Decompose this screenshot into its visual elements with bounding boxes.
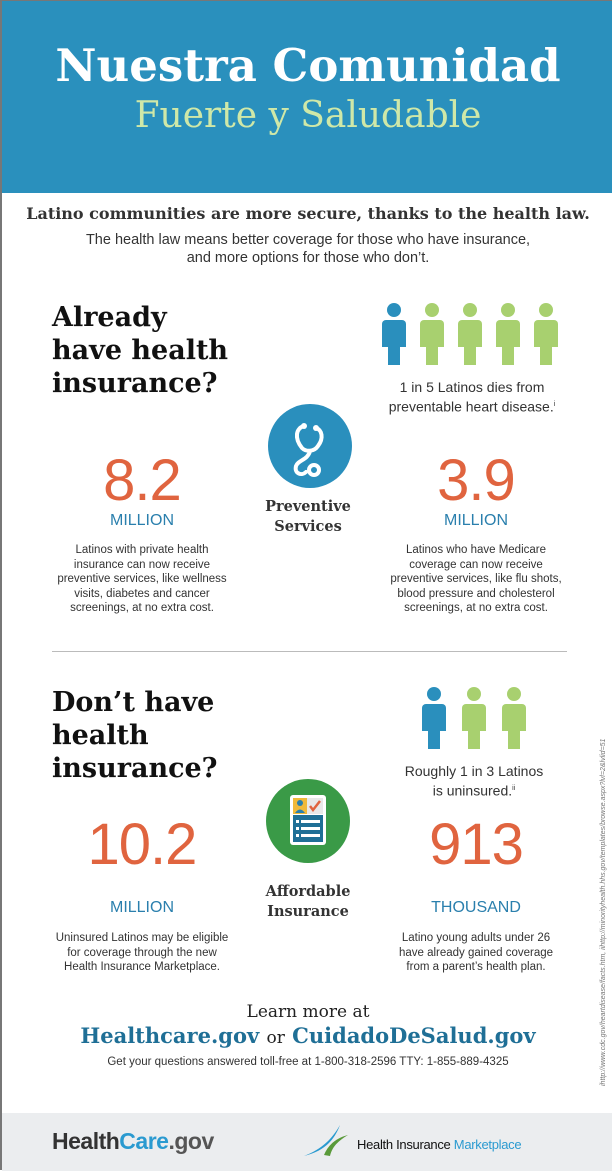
learn-more-text: Learn more at (246, 1002, 370, 1022)
desc-line: preventive services, like flu shots, (390, 573, 562, 585)
intro-line: The health law means better coverage for… (85, 232, 531, 248)
or-text: or (266, 1028, 285, 1048)
label-line: Insurance (267, 903, 349, 920)
question-line: Already (52, 302, 167, 333)
desc-line: for coverage through the new (67, 946, 217, 959)
stat-unit: THOUSAND (431, 899, 521, 916)
citations: ihttp://www.cdc.gov/heartdisease/facts.h… (600, 738, 607, 1086)
question-line: health (52, 720, 149, 751)
section-divider (52, 651, 567, 652)
footnote-marker: ii (512, 785, 516, 792)
cuidadodesalud-gov-link[interactable]: CuidadoDeSalud.gov (292, 1023, 536, 1048)
header-banner (2, 1, 612, 193)
label-line: Services (274, 518, 342, 535)
page-subtitle: Fuerte y Saludable (134, 95, 482, 136)
caption-line: preventable heart disease. (388, 398, 554, 415)
label-line: Affordable (265, 883, 351, 900)
intro-line: and more options for those who don’t. (186, 250, 430, 266)
logo-part: Marketplace (453, 1137, 522, 1152)
people-1-in-3 (422, 687, 526, 749)
footer (2, 1113, 612, 1171)
desc-line: Latinos with private health (75, 544, 209, 556)
stat-unit: MILLION (109, 899, 174, 916)
person-icon (496, 303, 520, 365)
desc-line: Latino young adults under 26 (401, 932, 551, 944)
people-1-in-5 (382, 303, 558, 365)
stat-number: 3.9 (437, 448, 516, 513)
insurance-card-icon (266, 779, 350, 863)
caption-line: Roughly 1 in 3 Latinos (404, 763, 544, 779)
desc-line: coverage can now receive (409, 558, 543, 571)
person-icon (462, 687, 486, 749)
stethoscope-icon (268, 404, 352, 488)
stat-description: Uninsured Latinos may be eligible for co… (42, 931, 242, 975)
stat-description: Latinos who have Medicare coverage can n… (376, 543, 576, 616)
phone-info: Get your questions answered toll-free at… (107, 1056, 509, 1068)
footnote-marker: i (553, 401, 556, 408)
desc-line: Uninsured Latinos may be eligible (55, 932, 229, 944)
tagline: Latino communities are more secure, than… (26, 204, 590, 223)
page-title: Nuestra Comunidad (55, 39, 561, 92)
desc-line: screenings, at no extra cost. (70, 602, 214, 614)
person-icon (502, 687, 526, 749)
links-row: Healthcare.gov or CuidadoDeSalud.gov (2, 1023, 612, 1048)
stat-unit: MILLION (109, 512, 174, 529)
healthcare-gov-logo: HealthCare.gov (52, 1128, 214, 1155)
question-line: Don’t have (52, 687, 215, 718)
stat-number: 10.2 (87, 812, 198, 877)
marketplace-logo-text: Health Insurance Marketplace (357, 1137, 522, 1152)
desc-line: have already gained coverage (398, 946, 554, 959)
uninsured-question: Don’t have health insurance? (52, 686, 218, 785)
caption-line: 1 in 5 Latinos dies from (399, 379, 545, 395)
heart-disease-caption: 1 in 5 Latinos dies from preventable hea… (372, 378, 572, 416)
affordable-insurance-label: Affordable Insurance (228, 882, 388, 922)
person-icon (422, 687, 446, 749)
healthcare-gov-link[interactable]: Healthcare.gov (80, 1023, 260, 1048)
intro-text: The health law means better coverage for… (2, 231, 612, 267)
logo-part: Health (52, 1128, 120, 1154)
person-icon (420, 303, 444, 365)
stat-unit: MILLION (443, 512, 508, 529)
person-icon (534, 303, 558, 365)
stat-description: Latinos with private health insurance ca… (42, 543, 242, 616)
desc-line: blood pressure and cholesterol (397, 587, 555, 600)
desc-line: visits, diabetes and cancer (74, 587, 210, 600)
logo-part: .gov (168, 1128, 214, 1154)
desc-line: Health Insurance Marketplace. (64, 961, 220, 973)
desc-line: from a parent’s health plan. (406, 961, 546, 973)
label-line: Preventive (265, 498, 351, 515)
uninsured-caption: Roughly 1 in 3 Latinos is uninsured.ii (374, 762, 574, 800)
desc-line: screenings, at no extra cost. (404, 602, 548, 614)
question-line: insurance? (52, 753, 218, 784)
insured-question: Already have health insurance? (52, 301, 228, 400)
preventive-services-label: Preventive Services (228, 497, 388, 537)
desc-line: preventive services, like wellness (57, 573, 227, 585)
question-line: insurance? (52, 368, 218, 399)
stat-number: 8.2 (103, 448, 182, 513)
caption-line: is uninsured. (432, 782, 513, 799)
stat-number: 913 (429, 812, 524, 877)
person-icon (382, 303, 406, 365)
logo-part: Care (119, 1128, 169, 1154)
desc-line: insurance can now receive (73, 558, 211, 571)
logo-part: Health Insurance (357, 1137, 451, 1152)
stat-description: Latino young adults under 26 have alread… (376, 931, 576, 975)
marketplace-swoosh-icon (304, 1125, 348, 1156)
person-icon (458, 303, 482, 365)
question-line: have health (52, 335, 229, 366)
desc-line: Latinos who have Medicare (406, 544, 546, 556)
